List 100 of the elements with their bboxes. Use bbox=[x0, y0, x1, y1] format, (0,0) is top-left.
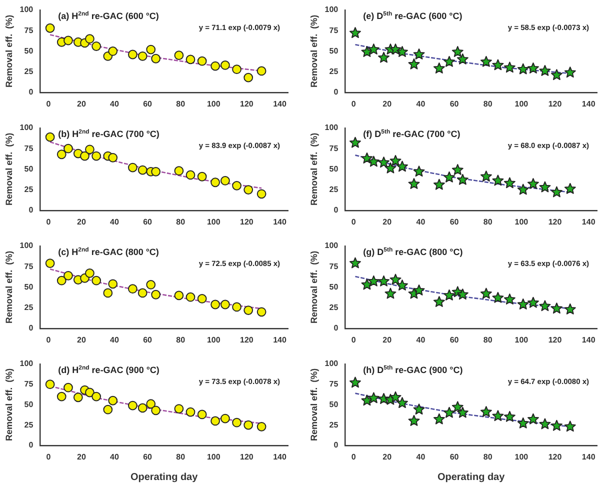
x-tick-label: 0 bbox=[351, 99, 356, 108]
point bbox=[456, 288, 468, 300]
point bbox=[73, 392, 83, 402]
point bbox=[138, 288, 148, 298]
x-tick-label: 80 bbox=[176, 99, 186, 108]
point bbox=[396, 280, 408, 290]
point bbox=[197, 56, 207, 66]
point bbox=[232, 180, 242, 190]
point bbox=[146, 399, 156, 409]
point bbox=[444, 406, 455, 418]
x-tick-label: 60 bbox=[450, 99, 460, 108]
x-tick-label: 100 bbox=[206, 335, 221, 344]
point bbox=[368, 392, 380, 404]
x-axis-title: Operating day bbox=[130, 472, 198, 483]
point bbox=[378, 275, 390, 286]
x-tick-label: 100 bbox=[514, 217, 529, 226]
y-tick-label: 25 bbox=[24, 185, 34, 194]
y-tick-label: 25 bbox=[329, 303, 339, 312]
x-tick-label: 20 bbox=[77, 217, 86, 226]
y-tick-label: 75 bbox=[329, 26, 339, 35]
y-tick-label: 50 bbox=[24, 400, 34, 409]
x-tick-label: 0 bbox=[46, 335, 52, 344]
point bbox=[174, 404, 184, 414]
point bbox=[527, 413, 539, 424]
x-tick-label: 80 bbox=[176, 452, 186, 462]
x-tick-label: 40 bbox=[416, 217, 426, 226]
point bbox=[186, 170, 196, 180]
point bbox=[244, 306, 254, 315]
point bbox=[396, 160, 408, 172]
point bbox=[174, 166, 184, 176]
y-tick-label: 100 bbox=[324, 359, 339, 368]
x-tick-label: 120 bbox=[240, 335, 254, 344]
x-tick-label: 0 bbox=[351, 335, 356, 344]
point bbox=[456, 406, 468, 418]
point bbox=[85, 34, 94, 44]
point bbox=[210, 61, 220, 71]
point bbox=[138, 403, 148, 413]
point bbox=[108, 396, 118, 406]
x-tick-label: 40 bbox=[416, 452, 426, 462]
point bbox=[517, 417, 529, 428]
point bbox=[151, 54, 161, 64]
x-tick-label: 120 bbox=[548, 452, 562, 462]
y-tick-label: 75 bbox=[24, 380, 34, 389]
point bbox=[480, 406, 492, 417]
point bbox=[186, 292, 196, 302]
x-tick-label: 60 bbox=[143, 335, 153, 344]
y-tick-label: 0 bbox=[334, 324, 339, 333]
x-tick-label: 20 bbox=[77, 335, 86, 344]
point bbox=[452, 401, 464, 412]
point bbox=[504, 294, 516, 305]
y-tick-label: 100 bbox=[20, 359, 34, 368]
point bbox=[349, 376, 361, 388]
point bbox=[396, 397, 408, 408]
point bbox=[492, 410, 504, 422]
point bbox=[456, 53, 468, 64]
x-tick-label: 20 bbox=[382, 99, 392, 108]
point bbox=[564, 66, 576, 78]
point bbox=[128, 50, 138, 60]
point bbox=[197, 410, 207, 420]
x-tick-label: 100 bbox=[206, 217, 221, 226]
point bbox=[151, 290, 161, 300]
point bbox=[349, 136, 361, 148]
point bbox=[45, 258, 55, 268]
point bbox=[527, 62, 539, 74]
x-tick-label: 140 bbox=[582, 335, 596, 344]
x-axis-title: Operating day bbox=[437, 472, 506, 483]
x-tick-label: 40 bbox=[110, 452, 120, 462]
point bbox=[492, 59, 504, 70]
x-tick-label: 0 bbox=[46, 452, 52, 462]
point bbox=[368, 156, 380, 167]
y-tick-label: 75 bbox=[329, 380, 339, 389]
y-axis-title: Removal eff. (%) bbox=[308, 368, 319, 441]
point bbox=[390, 154, 402, 166]
point bbox=[550, 302, 562, 314]
point bbox=[378, 52, 390, 63]
point bbox=[108, 279, 118, 289]
x-tick-label: 60 bbox=[143, 452, 153, 462]
point bbox=[56, 150, 66, 160]
point bbox=[128, 284, 138, 294]
point bbox=[368, 44, 380, 54]
point bbox=[349, 257, 361, 268]
x-tick-label: 140 bbox=[273, 99, 287, 108]
y-axis-title: Removal eff. (%) bbox=[308, 14, 319, 88]
point bbox=[186, 54, 196, 64]
y-tick-label: 25 bbox=[329, 67, 339, 76]
y-tick-label: 75 bbox=[24, 26, 34, 35]
point bbox=[396, 46, 408, 57]
point bbox=[390, 274, 402, 285]
x-tick-label: 120 bbox=[240, 99, 254, 108]
point bbox=[244, 72, 254, 82]
y-tick-label: 75 bbox=[24, 144, 34, 153]
x-tick-label: 60 bbox=[450, 452, 460, 462]
y-tick-label: 50 bbox=[329, 282, 339, 292]
x-tick-label: 40 bbox=[110, 217, 120, 226]
point bbox=[244, 420, 254, 430]
point bbox=[550, 186, 562, 198]
y-tick-label: 50 bbox=[24, 46, 34, 56]
x-tick-label: 20 bbox=[77, 99, 86, 108]
y-tick-label: 0 bbox=[28, 88, 34, 97]
y-tick-label: 50 bbox=[329, 46, 339, 56]
